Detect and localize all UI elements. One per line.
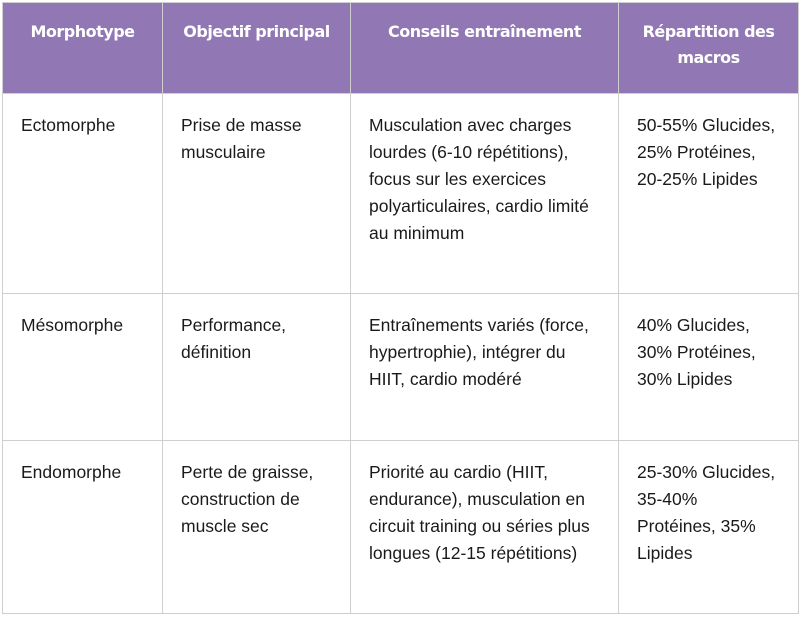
cell-objectif: Perte de graisse, construction de muscle… — [162, 440, 351, 614]
cell-conseils: Priorité au cardio (HIIT, endurance), mu… — [350, 440, 619, 614]
table-row: Ectomorphe Prise de masse musculaire Mus… — [2, 93, 799, 294]
cell-macros: 40% Glucides, 30% Protéines, 30% Lipides — [618, 293, 799, 441]
header-objectif: Objectif principal — [162, 2, 351, 94]
header-macros: Répartition des macros — [618, 2, 799, 94]
cell-conseils: Musculation avec charges lourdes (6-10 r… — [350, 93, 619, 294]
cell-conseils: Entraînements variés (force, hypertrophi… — [350, 293, 619, 441]
header-conseils: Conseils entraînement — [350, 2, 619, 94]
table-row: Mésomorphe Performance, définition Entra… — [2, 293, 799, 441]
cell-morphotype: Ectomorphe — [2, 93, 163, 294]
table-row: Endomorphe Perte de graisse, constructio… — [2, 440, 799, 614]
cell-objectif: Performance, définition — [162, 293, 351, 441]
cell-objectif: Prise de masse musculaire — [162, 93, 351, 294]
cell-morphotype: Mésomorphe — [2, 293, 163, 441]
cell-macros: 25-30% Glucides, 35-40% Protéines, 35% L… — [618, 440, 799, 614]
cell-morphotype: Endomorphe — [2, 440, 163, 614]
header-morphotype: Morphotype — [2, 2, 163, 94]
header-row: Morphotype Objectif principal Conseils e… — [2, 2, 799, 94]
cell-macros: 50-55% Glucides, 25% Protéines, 20-25% L… — [618, 93, 799, 294]
